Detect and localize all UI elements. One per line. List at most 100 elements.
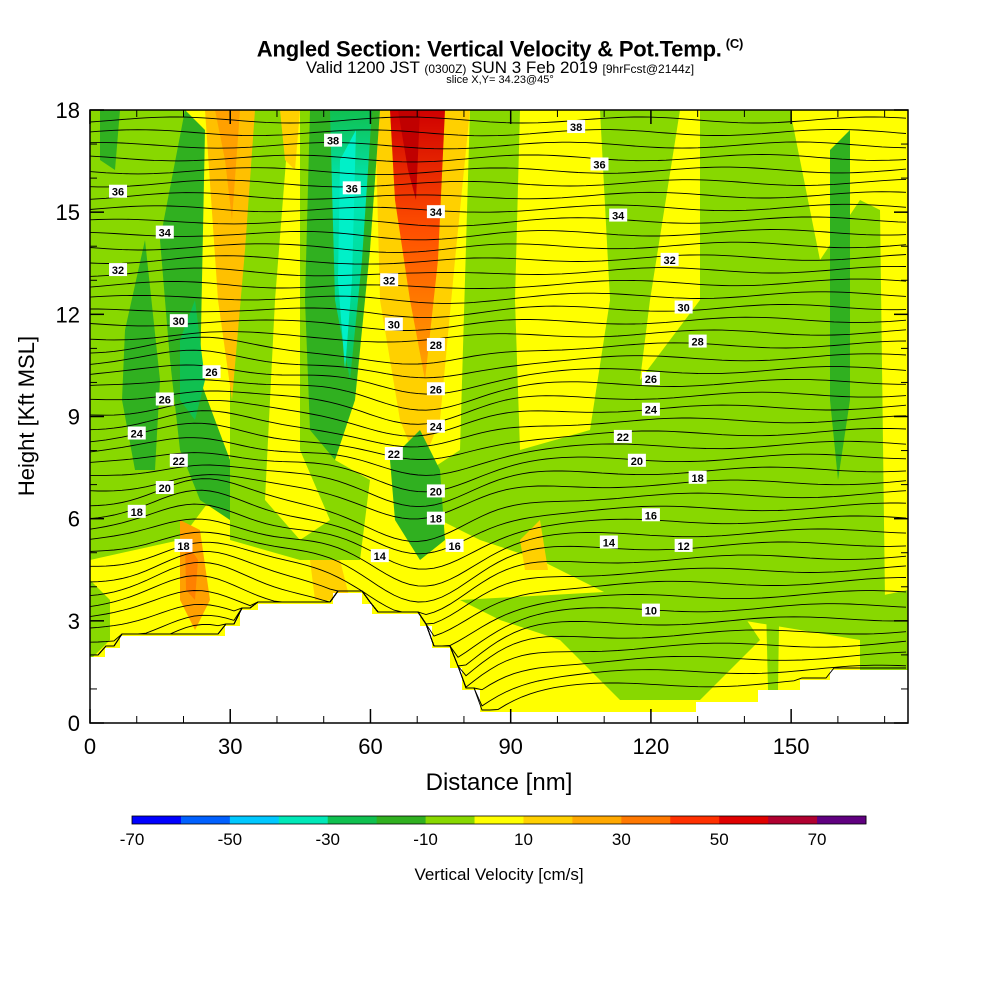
contour-label-bg [426, 382, 445, 396]
contour-label-text: 36 [112, 187, 124, 199]
isentrope-line [90, 541, 907, 615]
isentrope-line [90, 254, 907, 265]
contour-label: 26 [426, 382, 445, 396]
contour-label-text: 22 [617, 432, 629, 444]
x-tick-label: 60 [358, 734, 382, 759]
y-tick-label: 15 [56, 200, 80, 225]
contour-label-text: 36 [593, 159, 605, 171]
isentrope-line [90, 316, 907, 331]
isentrope-line [90, 590, 907, 667]
contour-label: 30 [169, 314, 188, 328]
colorbar-swatch [817, 816, 867, 824]
x-tick-label: 30 [218, 734, 242, 759]
contour-label-text: 32 [383, 275, 395, 287]
contour-label: 30 [674, 300, 693, 315]
title-block: Angled Section: Vertical Velocity & Pot.… [0, 36, 1000, 86]
isentrope-line [90, 390, 907, 425]
colorbar-swatch [670, 816, 720, 824]
contour-label-text: 30 [173, 316, 185, 328]
x-axis-label: Distance [nm] [426, 769, 573, 796]
isentrope-line [90, 399, 907, 437]
isentrope-line [90, 141, 907, 150]
contour-label: 36 [590, 157, 609, 171]
contour-label-bg [688, 470, 707, 484]
isentrope-line [90, 410, 907, 448]
isentrope-line [90, 478, 907, 542]
isentrope-line [90, 216, 907, 227]
isentrope-line [90, 575, 907, 647]
colorbar-tick-label: -70 [120, 830, 145, 849]
contour-label: 32 [109, 263, 128, 277]
forecast-info: [9hrFcst@2144z] [602, 62, 695, 77]
contour-label: 32 [380, 273, 399, 287]
contour-label-text: 24 [645, 405, 658, 417]
valid-time: Valid 1200 JST [305, 58, 420, 78]
contour-label-bg [109, 184, 128, 198]
contour-label: 28 [426, 337, 445, 352]
colorbar-tick-label: -30 [315, 830, 340, 849]
valid-date: SUN 3 Feb 2019 [471, 58, 598, 78]
contour-label-bg [380, 273, 399, 287]
contour-label: 28 [688, 334, 707, 349]
y-axis-label: Height [Kft MSL] [14, 336, 39, 496]
contour-label-bg [609, 208, 628, 222]
contour-label-bg [674, 300, 693, 314]
chart-title-units: (C) [725, 36, 744, 51]
colorbar: -70 -50 -30 -10 10 30 50 70 [120, 815, 867, 849]
contour-label-bg [342, 181, 361, 195]
field-region [390, 110, 445, 380]
contour-label-bg [688, 334, 707, 348]
isentrope-line [90, 191, 907, 200]
chart-title: Angled Section: Vertical Velocity & Pot.… [0, 36, 1000, 62]
isentrope-line [90, 590, 907, 658]
field-region [180, 300, 205, 420]
contour-label-bg [641, 402, 660, 416]
valid-utc: (0300Z) [424, 62, 467, 77]
contour-label: 20 [155, 481, 174, 495]
colorbar-swatch [523, 816, 573, 824]
contour-label: 10 [641, 603, 660, 618]
contour-label-bg [567, 120, 586, 134]
contour-label-text: 32 [112, 265, 124, 277]
contour-label-text: 30 [388, 320, 400, 332]
contour-label-bg [627, 453, 646, 467]
x-tick-label: 120 [633, 734, 670, 759]
colorbar-tick-label: -10 [413, 830, 438, 849]
field-region [122, 240, 160, 470]
isentrope-line [90, 531, 907, 603]
contour-label-bg [599, 535, 618, 549]
colorbar-frame [131, 815, 867, 825]
isentrope-line [90, 166, 907, 176]
contour-label: 18 [426, 511, 445, 526]
slice-info: slice X,Y= 34.23@45° [446, 74, 554, 87]
isentrope-line [90, 203, 907, 213]
contour-label: 24 [426, 419, 445, 434]
potential-temperature-contours [90, 116, 907, 711]
isentrope-line [90, 349, 907, 379]
contour-label-bg [155, 392, 174, 406]
contour-label-bg [445, 538, 464, 552]
contour-label-text: 26 [645, 374, 657, 386]
contour-label: 22 [384, 446, 403, 461]
isentrope-line [90, 364, 907, 395]
contour-label-bg [660, 252, 679, 266]
x-tick-label: 0 [84, 734, 96, 759]
y-tick-label: 12 [56, 302, 80, 327]
contour-label-bg [384, 317, 403, 331]
contour-label: 24 [641, 402, 660, 417]
contour-label: 18 [174, 538, 193, 553]
field-region [215, 110, 240, 220]
colorbar-swatch [180, 816, 231, 824]
isentrope-line [90, 503, 907, 570]
contour-label-text: 36 [346, 183, 358, 195]
contour-label-bg [426, 511, 445, 525]
isentrope-line [90, 590, 907, 677]
contour-label: 14 [370, 549, 389, 563]
contour-label-bg [426, 484, 445, 498]
contour-label-text: 38 [327, 136, 339, 148]
contour-label-bg [127, 426, 146, 440]
contour-label: 38 [324, 133, 343, 148]
terrain [90, 593, 908, 723]
contour-label-bg [613, 429, 632, 443]
contour-label-bg [426, 419, 445, 433]
